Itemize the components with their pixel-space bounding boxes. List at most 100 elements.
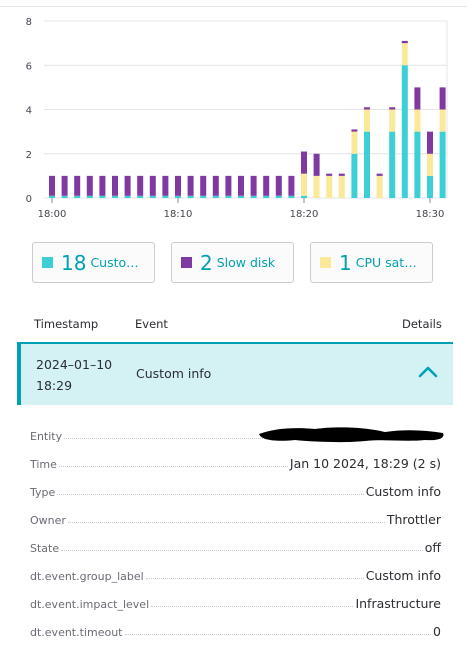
chevron-up-icon[interactable] xyxy=(416,361,440,385)
bar-segment xyxy=(238,175,244,196)
bar-segment xyxy=(175,195,181,198)
bar-segment xyxy=(401,40,408,44)
y-tick-label: 6 xyxy=(26,61,32,72)
bar-segment xyxy=(61,175,68,196)
bar-segment xyxy=(200,195,207,198)
y-tick-label: 2 xyxy=(26,150,32,161)
bar-segment xyxy=(200,175,207,196)
detail-group-label: dt.event.group_label Custom info xyxy=(30,565,441,583)
bar-segment xyxy=(263,195,270,198)
bar-segment xyxy=(99,175,106,196)
column-header-event[interactable]: Event xyxy=(135,317,168,331)
legend-swatch xyxy=(181,257,192,268)
leader-dots xyxy=(151,605,354,607)
bar-segment xyxy=(225,175,232,196)
bar-segment xyxy=(364,109,370,132)
bar-segment xyxy=(187,175,194,196)
detail-key: Owner xyxy=(30,514,66,527)
bar-segment xyxy=(74,175,81,196)
detail-state: State off xyxy=(30,537,441,555)
bar-segment xyxy=(439,131,446,198)
bar-segment xyxy=(427,153,433,176)
row-event: Custom info xyxy=(136,366,212,381)
bar-segment xyxy=(275,175,282,196)
bar-segment xyxy=(149,195,156,198)
detail-entity: Entity xyxy=(30,425,441,443)
legend-count: 1 xyxy=(339,250,352,275)
bar-segment xyxy=(124,195,131,198)
column-header-details: Details xyxy=(402,317,442,331)
bar-segment xyxy=(389,131,396,198)
bar-segment xyxy=(74,195,81,198)
bar-segment xyxy=(301,195,307,198)
bar-segment xyxy=(389,107,396,110)
bar-segment xyxy=(49,195,55,198)
bar-segment xyxy=(414,87,421,110)
bar-segment xyxy=(414,109,421,132)
bar-segment xyxy=(263,175,270,196)
leader-dots xyxy=(64,437,439,439)
detail-key: Type xyxy=(30,486,56,499)
detail-value: off xyxy=(424,540,441,555)
detail-time: Time Jan 10 2024, 18:29 (2 s) xyxy=(30,453,441,471)
bar-segment xyxy=(275,195,282,198)
detail-value: Throttler xyxy=(386,512,441,527)
bar-segment xyxy=(137,195,144,198)
bar-segment xyxy=(137,175,144,196)
bar-segment xyxy=(86,195,93,198)
detail-type: Type Custom info xyxy=(30,481,441,499)
leader-dots xyxy=(61,549,423,551)
leader-dots xyxy=(67,521,385,523)
legend-chip-custom-info[interactable]: 18 Custom... xyxy=(32,242,155,283)
legend-swatch xyxy=(320,257,331,268)
leader-dots xyxy=(124,633,432,635)
bar-segment xyxy=(351,131,358,154)
bar-segment xyxy=(61,195,68,198)
detail-key: dt.event.group_label xyxy=(30,570,144,583)
bar-segment xyxy=(99,195,106,198)
legend-chip-slow-disk[interactable]: 2 Slow disk xyxy=(171,242,294,283)
detail-value: Custom info xyxy=(365,568,441,583)
bar-segment xyxy=(112,175,118,196)
bar-segment xyxy=(301,151,307,174)
bar-segment xyxy=(338,175,345,198)
column-header-timestamp[interactable]: Timestamp xyxy=(34,317,99,331)
bar-segment xyxy=(389,109,396,132)
bar-segment xyxy=(288,175,295,196)
leader-dots xyxy=(57,493,364,495)
bar-segment xyxy=(351,153,358,198)
bar-segment xyxy=(162,195,169,198)
legend-label: Slow disk xyxy=(216,255,276,270)
detail-key: dt.event.timeout xyxy=(30,626,123,639)
bar-segment xyxy=(149,175,156,196)
bar-segment xyxy=(427,131,433,154)
bar-segment xyxy=(250,195,257,198)
detail-key: State xyxy=(30,542,60,555)
leader-dots xyxy=(58,465,288,467)
bar-segment xyxy=(49,175,55,196)
bar-segment xyxy=(401,65,408,198)
bar-segment xyxy=(414,131,421,198)
legend-label: CPU satu... xyxy=(355,255,424,270)
table-row-selected[interactable]: 2024–01–10 18:29 Custom info xyxy=(17,344,453,405)
x-tick-label: 18:20 xyxy=(290,209,319,220)
bar-segment xyxy=(364,107,370,110)
bar-segment xyxy=(225,195,232,198)
legend-chip-cpu-saturation[interactable]: 1 CPU satu... xyxy=(310,242,433,283)
bar-segment xyxy=(112,195,118,198)
legend-label: Custom... xyxy=(90,255,146,270)
bar-segment xyxy=(288,195,295,198)
detail-key: Time xyxy=(30,458,57,471)
bar-segment xyxy=(212,175,219,196)
bar-segment xyxy=(338,173,345,176)
detail-value: 0 xyxy=(433,624,441,639)
bar-segment xyxy=(212,195,219,198)
bar-segment xyxy=(439,109,446,132)
events-chart: 0 2 4 6 8 18:00 18:10 18:20 18:30 xyxy=(26,17,448,220)
detail-value: Infrastructure xyxy=(355,596,441,611)
bar-segment xyxy=(175,175,181,196)
bar-segment xyxy=(313,153,320,176)
detail-impact-level: dt.event.impact_level Infrastructure xyxy=(30,593,441,611)
bar-segment xyxy=(439,87,446,110)
